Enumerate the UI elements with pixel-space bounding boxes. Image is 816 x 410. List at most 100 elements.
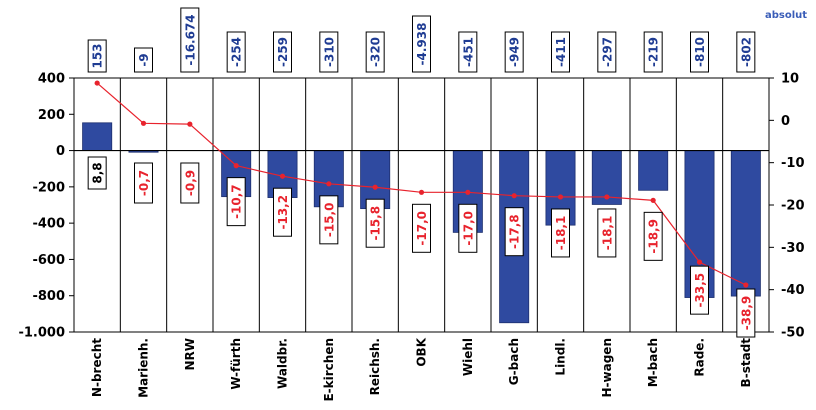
- percent-point-Lindl.: [557, 194, 564, 200]
- category-label-H-wagen: H-wagen: [600, 338, 614, 397]
- absolute-value-text: -4.938: [415, 23, 429, 66]
- y-left-tick-label: -200: [32, 180, 65, 195]
- percent-value-text: -38,9: [739, 296, 753, 331]
- absolute-value-text: -810: [693, 37, 707, 67]
- absolute-value-text: -16.674: [183, 14, 197, 65]
- percent-label-box: [319, 195, 339, 245]
- percent-point-M-bach: [650, 197, 656, 203]
- category-label-W-fürth: W-fürth: [229, 338, 243, 390]
- percent-label-Lindl.: -18,1: [551, 208, 570, 258]
- percent-value-text: 8,8: [91, 162, 105, 183]
- absolute-label-Wiehl: -451: [458, 31, 478, 73]
- percent-value-text: -0,7: [137, 170, 151, 196]
- category-label-N-brecht: N-brecht: [90, 338, 104, 397]
- percent-point-G-bach: [511, 193, 517, 199]
- absolute-label-B-stadt: -802: [736, 31, 756, 73]
- percent-point-B-stadt: [743, 282, 749, 288]
- percent-value-text: -15,8: [369, 206, 383, 241]
- bar-M-bach: [638, 150, 669, 191]
- percent-label-box: [551, 208, 570, 258]
- percent-label-Marienh.: -0,7: [134, 162, 153, 204]
- legend-absolut: absolut: [765, 10, 807, 21]
- absolute-value-text: -9: [137, 53, 151, 66]
- percent-label-box: [643, 211, 663, 261]
- percent-label-box: [365, 198, 385, 248]
- percent-label-OBK: -17,0: [412, 203, 431, 253]
- category-label-Reichsh.: Reichsh.: [368, 338, 382, 395]
- percent-point-OBK: [418, 189, 425, 195]
- percent-value-text: -13,2: [276, 195, 290, 230]
- y-left-tick-label: 400: [38, 72, 65, 87]
- percent-value-text: -18,1: [600, 216, 614, 251]
- absolute-label-box: [273, 31, 292, 73]
- category-label-E-kirchen: E-kirchen: [322, 338, 336, 402]
- percent-label-NRW: -0,9: [180, 162, 200, 204]
- y-right-tick-label: -30: [781, 241, 805, 256]
- y-right-tick-label: -10: [781, 156, 805, 171]
- y-right-tick-label: -20: [781, 199, 805, 214]
- absolute-label-Marienh.: -9: [134, 47, 153, 73]
- absolute-label-box: [180, 7, 200, 73]
- percent-point-Waldbr.: [279, 173, 286, 179]
- absolute-label-H-wagen: -297: [597, 31, 617, 73]
- absolute-label-box: [504, 31, 524, 73]
- percent-label-box: [597, 208, 617, 258]
- absolute-label-OBK: -4.938: [412, 15, 431, 73]
- percent-label-Waldbr.: -13,2: [273, 187, 292, 237]
- percent-value-text: -17,8: [508, 214, 522, 249]
- absolute-label-Reichsh.: -320: [365, 31, 385, 73]
- absolute-label-box: [226, 31, 246, 73]
- percent-point-E-kirchen: [326, 181, 332, 187]
- absolute-label-box: [458, 31, 478, 73]
- absolute-value-text: -219: [647, 37, 661, 67]
- absolute-label-box: [412, 15, 431, 73]
- y-right-tick-label: 10: [781, 72, 799, 87]
- percent-label-box: [273, 187, 292, 237]
- category-label-NRW: NRW: [183, 338, 197, 371]
- percent-value-text: -17,0: [461, 211, 475, 246]
- absolute-label-box: [87, 39, 107, 73]
- percent-label-box: [180, 162, 200, 204]
- category-label-Waldbr.: Waldbr.: [276, 338, 290, 389]
- absolute-value-text: -451: [461, 37, 475, 67]
- absolute-value-text: -259: [276, 37, 290, 67]
- percent-point-Rade.: [696, 259, 703, 265]
- absolute-value-text: 153: [91, 43, 105, 68]
- absolute-label-box: [134, 47, 153, 73]
- y-left-tick-label: -400: [32, 217, 65, 232]
- percent-value-text: -17,0: [415, 211, 429, 246]
- absolute-label-NRW: -16.674: [180, 7, 200, 73]
- percent-value-text: -33,5: [693, 273, 707, 308]
- absolute-value-text: -254: [230, 37, 244, 67]
- y-left-tick-label: 200: [38, 108, 65, 123]
- percent-label-box: [504, 207, 524, 257]
- y-left-tick-label: 0: [56, 144, 65, 159]
- absolute-label-box: [643, 31, 663, 73]
- category-label-B-stadt: B-stadt: [739, 338, 753, 388]
- absolute-label-Waldbr.: -259: [273, 31, 292, 73]
- absolute-label-box: [319, 31, 339, 73]
- percent-point-NRW: [187, 121, 193, 127]
- absolute-label-M-bach: -219: [643, 31, 663, 73]
- absolute-value-text: -411: [554, 37, 568, 67]
- percent-label-Wiehl: -17,0: [458, 203, 478, 253]
- y-right-tick-label: 0: [781, 114, 790, 129]
- bar-Reichsh.: [360, 150, 391, 210]
- bar-B-stadt: [730, 150, 761, 297]
- bar-N-brecht: [82, 122, 113, 151]
- percent-label-G-bach: -17,8: [504, 207, 524, 257]
- percent-point-Reichsh.: [372, 184, 378, 190]
- percent-point-Wiehl: [465, 189, 471, 195]
- category-label-Lindl.: Lindl.: [554, 338, 568, 376]
- absolute-value-text: -297: [600, 37, 614, 67]
- absolute-value-text: -949: [508, 37, 522, 67]
- y-left-tick-label: -600: [32, 253, 65, 268]
- percent-value-text: -0,9: [183, 170, 197, 196]
- y-right-tick-label: -50: [781, 326, 805, 341]
- absolute-label-W-fürth: -254: [226, 31, 246, 73]
- percent-point-N-brecht: [94, 80, 100, 86]
- category-label-Rade.: Rade.: [693, 338, 707, 377]
- absolute-label-box: [736, 31, 756, 73]
- percent-label-Rade.: -33,5: [690, 265, 709, 315]
